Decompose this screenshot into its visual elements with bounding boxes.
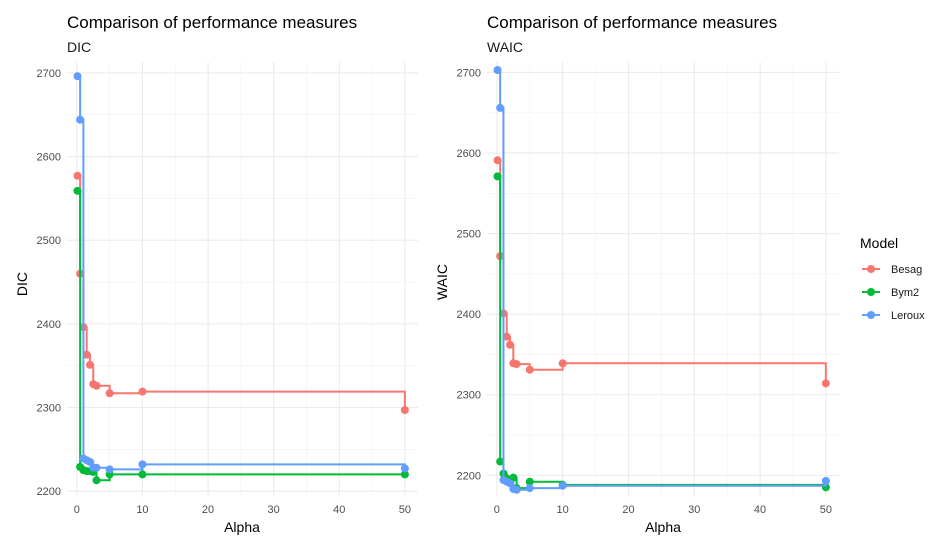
waic-point-leroux xyxy=(512,485,521,494)
legend-label-besag: Besag xyxy=(891,264,922,276)
legend-point-bym2 xyxy=(867,288,875,296)
waic-y-tick-label: 2200 xyxy=(457,470,481,482)
waic-point-leroux xyxy=(821,476,830,485)
dic-point-leroux xyxy=(138,460,147,469)
dic-gridlines xyxy=(67,62,418,497)
waic-point-bym2 xyxy=(525,477,534,486)
waic-point-besag xyxy=(512,360,521,369)
dic-x-tick-label: 40 xyxy=(333,504,345,516)
dic-point-besag xyxy=(92,381,101,390)
dic-point-bym2 xyxy=(400,470,409,479)
waic-point-leroux xyxy=(525,484,534,493)
waic-y-tick-label: 2700 xyxy=(457,67,481,79)
dic-point-besag xyxy=(82,350,91,359)
waic-y-tick-label: 2300 xyxy=(457,390,481,402)
dic-y-tick-label: 2200 xyxy=(37,486,61,498)
waic-point-besag xyxy=(506,340,515,349)
waic-point-bym2 xyxy=(493,172,502,181)
legend-label-bym2: Bym2 xyxy=(891,287,919,299)
dic-point-besag xyxy=(400,406,409,414)
panel-waic-x-axis-label: Alpha xyxy=(645,519,681,535)
panel-waic-plot-area: 0 10 20 30 40 50 2200 2300 2400 2500 2600 2700 xyxy=(457,62,839,516)
waic-y-tick-label: 2400 xyxy=(457,309,481,321)
waic-series-line-leroux xyxy=(497,69,827,491)
panel-dic-x-axis-label: Alpha xyxy=(224,519,260,535)
waic-series-line-bym2 xyxy=(497,175,827,490)
dic-y-tick-label: 2500 xyxy=(37,235,61,247)
panel-waic-title: Comparison of performance measures xyxy=(487,13,777,32)
legend-title: Model xyxy=(860,235,898,251)
legend-point-leroux xyxy=(867,311,875,319)
dic-point-besag xyxy=(85,360,94,369)
dic-point-besag xyxy=(138,387,147,396)
waic-x-tick-label: 50 xyxy=(820,504,832,516)
dic-point-bym2 xyxy=(73,186,82,195)
panel-dic-y-axis-label: DIC xyxy=(14,272,30,296)
dic-point-leroux xyxy=(73,72,82,81)
legend: Model Besag Bym2 Leroux xyxy=(860,235,925,322)
waic-point-leroux xyxy=(558,481,567,490)
dic-point-leroux xyxy=(105,465,114,474)
waic-series-line-besag xyxy=(497,159,827,384)
waic-point-besag xyxy=(525,365,534,374)
dic-point-leroux xyxy=(85,457,94,466)
dic-y-tick-label: 2300 xyxy=(37,402,61,414)
dic-series-line-besag xyxy=(77,174,406,410)
dic-x-tick-label: 30 xyxy=(268,504,280,516)
dic-x-tick-label: 10 xyxy=(136,504,148,516)
dic-x-tick-label: 50 xyxy=(399,504,411,516)
waic-point-bym2 xyxy=(496,457,505,466)
panel-waic-subtitle: WAIC xyxy=(487,39,523,55)
waic-point-besag xyxy=(493,156,502,165)
dic-x-tick-label: 0 xyxy=(74,504,80,516)
dic-y-tick-label: 2700 xyxy=(37,68,61,80)
waic-point-leroux xyxy=(493,66,502,75)
panel-waic: Comparison of performance measures WAIC … xyxy=(434,13,839,535)
waic-x-tick-label: 30 xyxy=(688,504,700,516)
waic-x-tick-label: 10 xyxy=(557,504,569,516)
dic-series-line-leroux xyxy=(77,75,406,471)
waic-x-tick-label: 40 xyxy=(754,504,766,516)
dic-point-leroux xyxy=(76,115,85,124)
panel-dic-plot-area: 0 10 20 30 40 50 2200 2300 2400 2500 2600 2700 xyxy=(37,62,418,516)
legend-point-besag xyxy=(867,265,875,273)
dic-point-leroux xyxy=(92,463,101,472)
dic-point-bym2 xyxy=(138,470,147,479)
dic-y-tick-label: 2400 xyxy=(37,319,61,331)
waic-y-tick-label: 2500 xyxy=(457,229,481,241)
panel-waic-y-axis-label: WAIC xyxy=(434,264,450,300)
waic-x-tick-label: 0 xyxy=(494,504,500,516)
panel-dic: Comparison of performance measures DIC 0… xyxy=(14,13,418,535)
dic-y-tick-label: 2600 xyxy=(37,152,61,164)
panel-dic-subtitle: DIC xyxy=(67,39,91,55)
waic-gridlines xyxy=(487,62,839,497)
dic-point-leroux xyxy=(400,464,409,473)
waic-y-tick-label: 2600 xyxy=(457,148,481,160)
dic-x-tick-label: 20 xyxy=(202,504,214,516)
dic-point-besag xyxy=(105,389,114,398)
legend-items: Besag Bym2 Leroux xyxy=(862,264,925,322)
panel-dic-title: Comparison of performance measures xyxy=(67,13,357,32)
waic-point-besag xyxy=(502,332,511,341)
waic-point-besag xyxy=(558,359,567,368)
waic-point-leroux xyxy=(496,103,505,112)
dic-series-line-bym2 xyxy=(77,189,405,482)
waic-point-besag xyxy=(821,379,830,388)
waic-x-tick-label: 20 xyxy=(622,504,634,516)
legend-label-leroux: Leroux xyxy=(891,310,925,322)
dic-point-besag xyxy=(73,171,82,180)
dic-point-bym2 xyxy=(92,476,101,485)
